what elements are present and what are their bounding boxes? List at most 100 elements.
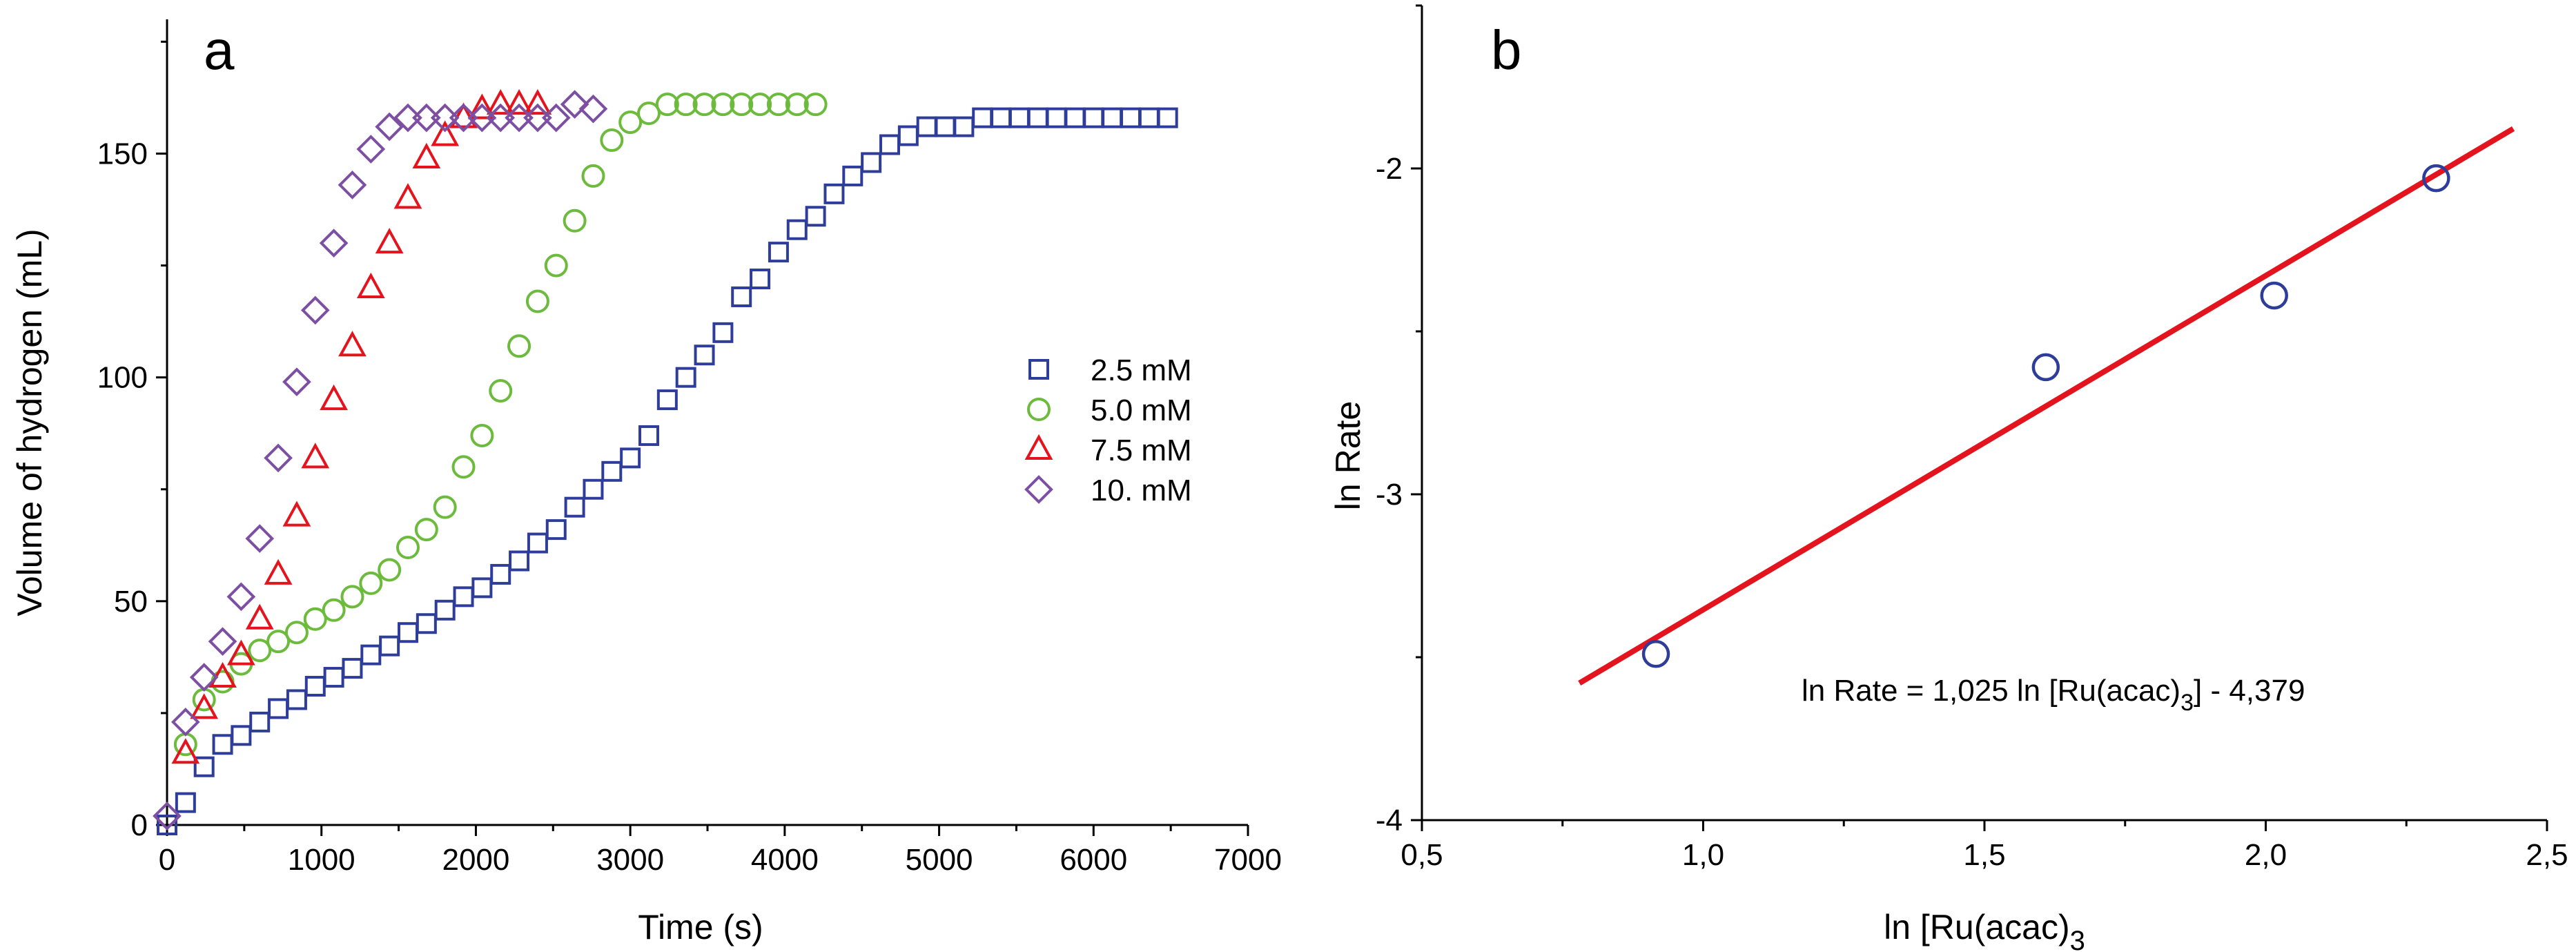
- data-point: [861, 152, 882, 173]
- data-point: [527, 532, 548, 554]
- data-point: [486, 103, 516, 133]
- data-point: [245, 524, 275, 553]
- data-point: [823, 183, 845, 204]
- data-point: [544, 253, 568, 278]
- data-point: [523, 103, 552, 133]
- series-2-5-mm: [157, 107, 1178, 835]
- data-point: [319, 229, 349, 258]
- panel-b-points: [1641, 164, 2450, 668]
- data-point: [175, 792, 196, 813]
- data-point: [505, 103, 534, 133]
- data-point: [227, 639, 255, 666]
- data-point: [842, 165, 863, 186]
- data-point: [694, 344, 715, 366]
- data-point: [284, 621, 309, 645]
- data-point: [560, 90, 589, 119]
- panel-b-data-point: [1641, 640, 1670, 668]
- panel-a-y-tick-label: 0: [131, 808, 148, 842]
- data-point: [449, 102, 478, 128]
- data-point: [449, 103, 478, 133]
- legend-marker: [1024, 475, 1053, 504]
- data-point: [338, 331, 367, 357]
- data-point: [1157, 107, 1178, 128]
- data-point: [471, 577, 493, 599]
- legend-marker: [1028, 359, 1049, 380]
- data-point: [434, 599, 456, 621]
- data-point: [430, 103, 460, 133]
- panel-b-x-tick-label: 1,5: [1963, 838, 2005, 872]
- panel-a-x-tick-label: 1000: [288, 843, 355, 877]
- panel-b-data-point: [2031, 353, 2060, 382]
- legend-label: 2.5 mM: [1091, 353, 1192, 387]
- panel-a-label: a: [204, 19, 235, 81]
- data-point: [397, 622, 418, 643]
- data-point: [564, 496, 585, 518]
- data-point: [208, 627, 237, 657]
- data-point: [304, 676, 326, 697]
- data-point: [264, 443, 293, 473]
- data-point: [636, 101, 661, 126]
- data-point: [338, 171, 367, 200]
- data-point: [486, 89, 515, 115]
- data-point: [322, 598, 346, 622]
- data-point: [320, 384, 348, 411]
- legend-label: 10. mM: [1091, 474, 1192, 507]
- panel-b-x-title-sub: 3: [2070, 926, 2085, 952]
- panel-a-x-tick-label: 6000: [1060, 843, 1127, 877]
- data-point: [525, 289, 549, 313]
- data-point: [805, 206, 826, 227]
- legend-label: 5.0 mM: [1091, 394, 1192, 427]
- panel-b-fit-line-group: [1578, 126, 2515, 686]
- data-point: [655, 93, 679, 117]
- panel-b-data-point: [2260, 281, 2288, 310]
- data-point: [991, 107, 1012, 128]
- panel-b-y-tick-label: -4: [1376, 804, 1403, 837]
- legend-marker: [1027, 398, 1051, 421]
- panel-b-x-title: ln [Ru(acac)3: [1884, 908, 2085, 952]
- data-point: [578, 94, 608, 124]
- data-point: [583, 478, 604, 500]
- data-point: [375, 228, 404, 254]
- data-point: [692, 93, 716, 117]
- panel-b-y-tick-label: -3: [1376, 478, 1403, 512]
- data-point: [467, 103, 497, 133]
- panel-a-y-tick-label: 50: [114, 585, 148, 619]
- data-point: [1064, 107, 1086, 128]
- data-point: [766, 93, 790, 117]
- panel-a-x-title: Time (s): [638, 908, 763, 946]
- data-point: [208, 661, 237, 688]
- data-point: [638, 425, 659, 446]
- data-point: [803, 93, 828, 117]
- data-point: [618, 110, 643, 135]
- data-point: [286, 689, 307, 710]
- panel-a-x-tick-label: 5000: [906, 843, 973, 877]
- panel-a-legend: 2.5 mM 5.0 mM 7.5 mM 10. mM: [1024, 353, 1192, 507]
- data-point: [1027, 107, 1048, 128]
- panel-a-x-tick-label: 7000: [1214, 843, 1282, 877]
- data-point: [359, 571, 383, 595]
- data-point: [190, 693, 219, 719]
- data-point: [1083, 107, 1104, 128]
- panel-b-label: b: [1491, 19, 1522, 81]
- data-point: [433, 495, 457, 519]
- data-point: [268, 698, 289, 719]
- data-point: [231, 725, 252, 746]
- panel-b-fit-line: [1578, 126, 2515, 686]
- data-point: [731, 286, 752, 307]
- panel-a-y-title: Volume of hydrogen (mL): [10, 229, 49, 616]
- data-point: [300, 295, 330, 325]
- data-point: [264, 558, 293, 585]
- data-point: [541, 103, 571, 133]
- data-point: [340, 585, 364, 609]
- panel-a-series: [153, 89, 1178, 835]
- data-point: [620, 447, 641, 469]
- panel-b-x-tick-label: 2,0: [2245, 838, 2287, 872]
- data-point: [897, 125, 919, 146]
- panel-a-y-tick-label: 100: [97, 361, 148, 395]
- data-point: [1138, 107, 1160, 128]
- data-point: [212, 734, 233, 755]
- data-point: [711, 93, 735, 117]
- data-point: [601, 460, 623, 482]
- data-point: [768, 242, 789, 263]
